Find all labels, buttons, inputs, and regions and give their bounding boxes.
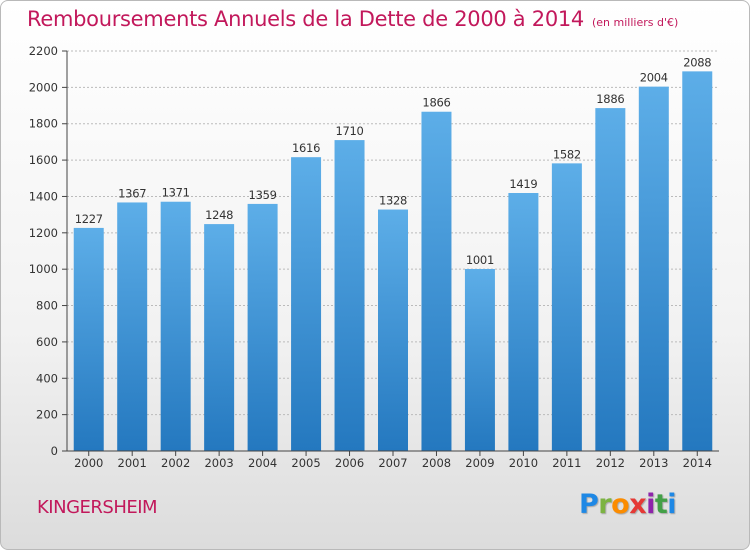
y-tick-label: 0 xyxy=(51,444,58,458)
bar-2010 xyxy=(508,193,539,451)
x-tick-label: 2001 xyxy=(118,456,147,470)
data-label: 1001 xyxy=(466,253,494,267)
logo-letter: t xyxy=(654,489,668,520)
x-tick-label: 2012 xyxy=(596,456,625,470)
y-tick-label: 800 xyxy=(36,299,58,313)
bar-2014 xyxy=(682,71,713,451)
y-tick-label: 1400 xyxy=(29,189,58,203)
bar-2003 xyxy=(204,224,235,451)
data-label: 1367 xyxy=(118,186,146,200)
logo-letter: P xyxy=(579,489,599,520)
data-label: 2004 xyxy=(640,71,668,85)
x-tick-label: 2007 xyxy=(378,456,407,470)
y-tick-label: 400 xyxy=(36,371,58,385)
bar-2004 xyxy=(247,203,278,451)
x-tick-label: 2008 xyxy=(422,456,451,470)
data-labels: 1227 1367 1371 1248 1359 1616 1710 1328 1866 1001… xyxy=(75,55,712,267)
x-tick-label: 2006 xyxy=(335,456,364,470)
data-label: 1419 xyxy=(509,177,537,191)
y-tick-label: 200 xyxy=(36,408,58,422)
bar-2009 xyxy=(464,269,495,451)
x-tick-label: 2014 xyxy=(683,456,712,470)
x-tick-label: 2009 xyxy=(465,456,494,470)
bar-2006 xyxy=(334,140,365,451)
proxiti-logo: Proxiti xyxy=(579,489,677,520)
axes: 0 200 400 600 800 1000 1200 1400 1600 1800 2000 220… xyxy=(29,44,719,470)
y-tick-label: 1800 xyxy=(29,117,58,131)
x-tick-label: 2013 xyxy=(639,456,668,470)
logo-letter: i xyxy=(646,489,655,520)
x-tick-label: 2000 xyxy=(74,456,103,470)
data-label: 1328 xyxy=(379,194,407,208)
commune-name: KINGERSHEIM xyxy=(37,497,158,518)
bar-2008 xyxy=(421,111,452,452)
chart-title-text: Remboursements Annuels de la Dette de 20… xyxy=(27,7,584,31)
y-tick-label: 1200 xyxy=(29,226,58,240)
x-tick-label: 2004 xyxy=(248,456,277,470)
data-label: 1710 xyxy=(335,124,363,138)
x-tick-label: 2010 xyxy=(509,456,538,470)
logo-letter: i xyxy=(667,489,677,520)
data-label: 1886 xyxy=(596,92,624,106)
chart-subtitle: (en milliers d'€) xyxy=(592,16,679,29)
data-label: 1582 xyxy=(553,147,581,161)
bar-2001 xyxy=(117,202,148,451)
bars xyxy=(73,71,713,452)
data-label: 2088 xyxy=(683,55,711,69)
bar-2000 xyxy=(73,227,104,451)
data-label: 1866 xyxy=(422,96,450,110)
bar-2005 xyxy=(291,157,322,451)
x-tick-label: 2002 xyxy=(161,456,190,470)
y-tick-label: 2000 xyxy=(29,80,58,94)
bar-2012 xyxy=(595,108,626,451)
x-tick-label: 2011 xyxy=(552,456,581,470)
logo-letter: o xyxy=(611,489,630,520)
data-label: 1248 xyxy=(205,208,233,222)
data-label: 1371 xyxy=(162,186,190,200)
bar-2011 xyxy=(551,163,582,451)
bar-2007 xyxy=(378,209,408,451)
y-tick-label: 1000 xyxy=(29,262,58,276)
data-label: 1227 xyxy=(75,212,103,226)
logo-letter: x xyxy=(629,489,647,520)
y-tick-label: 600 xyxy=(36,335,58,349)
bar-2013 xyxy=(638,86,669,452)
y-tick-label: 2200 xyxy=(29,44,58,58)
data-label: 1616 xyxy=(292,141,320,155)
x-tick-label: 2005 xyxy=(291,456,320,470)
x-tick-label: 2003 xyxy=(204,456,233,470)
data-label: 1359 xyxy=(249,188,277,202)
y-tick-label: 1600 xyxy=(29,153,58,167)
chart-title: Remboursements Annuels de la Dette de 20… xyxy=(27,7,678,31)
bar-2002 xyxy=(160,201,191,451)
logo-letter: r xyxy=(598,489,612,520)
